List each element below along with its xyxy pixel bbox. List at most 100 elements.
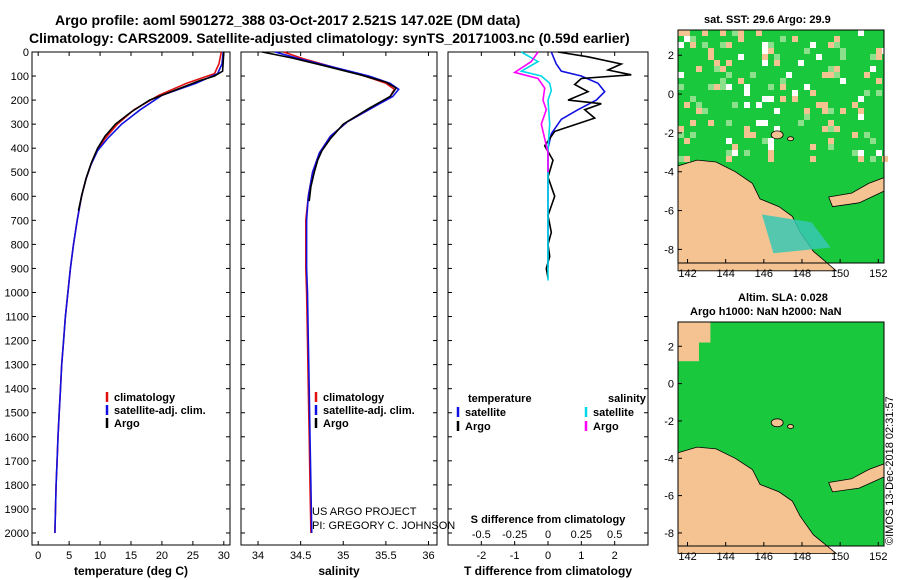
cloud-pixel: [684, 36, 690, 42]
cloud-pixel: [738, 78, 744, 84]
cloud-pixel: [834, 42, 840, 48]
map-x-tick-label: 148: [793, 551, 811, 563]
legend-item: satellite: [465, 407, 506, 419]
legend-header-temperature: temperature: [468, 393, 532, 405]
series-line-salinity-satellite: [519, 51, 553, 281]
top-tick-label: 0.25: [571, 529, 592, 541]
cloud-pixel: [804, 108, 810, 114]
x-tick-label: 5: [66, 550, 72, 562]
y-tick-label: 2000: [5, 528, 29, 540]
cloud-pixel: [864, 90, 870, 96]
cloud-pixel: [822, 108, 828, 114]
cloud-pixel: [690, 96, 696, 102]
y-tick-label: 1000: [5, 287, 29, 299]
cloud-pixel: [762, 138, 768, 144]
cloud-pixel: [858, 30, 864, 36]
cloud-pixel: [762, 42, 768, 48]
cloud-pixel: [870, 156, 876, 162]
cloud-pixel: [762, 60, 768, 66]
legend-item: Argo: [114, 418, 140, 430]
cloud-pixel: [876, 78, 882, 84]
cloud-pixel: [690, 120, 696, 126]
legend-item: Argo: [323, 418, 349, 430]
cloud-pixel: [828, 138, 834, 144]
cloud-pixel: [768, 42, 774, 48]
y-tick-label: 100: [11, 71, 29, 83]
cloud-pixel: [744, 132, 750, 138]
cloud-pixel: [696, 108, 702, 114]
cloud-pixel: [690, 132, 696, 138]
cloud-pixel: [870, 138, 876, 144]
cloud-pixel: [732, 30, 738, 36]
cloud-pixel: [768, 150, 774, 156]
sst-map: 142 144 146 148 150 152 2 0 -2 -4 -6 -8: [664, 29, 888, 280]
x-tick-label: 34.5: [290, 550, 311, 562]
cloud-pixel: [852, 102, 858, 108]
y-tick-label: 1100: [5, 312, 29, 324]
land-patch: [698, 322, 711, 343]
cloud-pixel: [792, 90, 798, 96]
cloud-pixel: [774, 54, 780, 60]
map-x-tick-label: 146: [755, 551, 773, 563]
map-frame: [677, 321, 885, 547]
y-tick-label: 1400: [5, 384, 29, 396]
y-tick-label: 1500: [5, 408, 29, 420]
legend-item: climatology: [323, 392, 385, 404]
cloud-pixel: [828, 144, 834, 150]
cloud-pixel: [762, 48, 768, 54]
cloud-pixel: [744, 90, 750, 96]
cloud-pixel: [708, 54, 714, 60]
cloud-pixel: [726, 84, 732, 90]
cloud-pixel: [834, 66, 840, 72]
y-tick-label: 0: [23, 47, 29, 59]
x-tick-label: 35: [337, 550, 349, 562]
y-tick-label: 700: [11, 215, 29, 227]
x-tick-label: 2: [612, 550, 618, 562]
cloud-pixel: [882, 48, 888, 54]
series-line-argo: [77, 51, 225, 211]
cloud-pixel: [744, 102, 750, 108]
y-tick-label: 800: [11, 239, 29, 251]
cloud-pixel: [702, 30, 708, 36]
cloud-pixel: [726, 156, 732, 162]
cloud-pixel: [720, 78, 726, 84]
cloud-pixel: [876, 54, 882, 60]
series-line-salinity-argo: [512, 51, 549, 173]
salinity-panel: 34 34.5 35 35.5 36 salinity climatologysatelli…: [240, 51, 438, 578]
cloud-pixel: [678, 132, 684, 138]
map-x-tick-label: 146: [755, 268, 773, 280]
cloud-pixel: [678, 156, 684, 162]
x-tick-label: 35.5: [375, 550, 396, 562]
x-tick-label: -2: [476, 550, 486, 562]
cloud-pixel: [816, 54, 822, 60]
top-tick-label: 0: [545, 529, 551, 541]
pi-label: PI: GREGORY C. JOHNSON: [312, 520, 456, 532]
land-patch: [678, 322, 699, 362]
cloud-pixel: [810, 90, 816, 96]
sla-title-line-2: Argo h1000: NaN h2000: NaN: [690, 306, 842, 318]
cloud-pixel: [786, 72, 792, 78]
map-y-tick-label: 2: [668, 50, 674, 62]
y-tick-label: 1900: [5, 504, 29, 516]
cloud-pixel: [810, 42, 816, 48]
cloud-pixel: [738, 36, 744, 42]
chart-title-line-2: Climatology: CARS2009. Satellite-adjuste…: [29, 30, 630, 46]
series-line-satellite-adj-clim-: [54, 51, 224, 534]
cloud-pixel: [840, 48, 846, 54]
cloud-pixel: [762, 120, 768, 126]
cloud-pixel: [774, 60, 780, 66]
cloud-pixel: [828, 66, 834, 72]
project-label: US ARGO PROJECT: [312, 506, 417, 518]
map-y-tick-label: -2: [664, 128, 674, 140]
cloud-pixel: [780, 78, 786, 84]
cloud-pixel: [780, 96, 786, 102]
map-y-tick-label: -2: [664, 416, 674, 428]
legend-item: climatology: [114, 392, 176, 404]
imos-timestamp: ©IMOS 13-Dec-2018 02:31:57: [884, 396, 896, 545]
x-tick-label: -1: [510, 550, 520, 562]
x-tick-label: 1: [578, 550, 584, 562]
cloud-pixel: [720, 30, 726, 36]
cloud-pixel: [834, 72, 840, 78]
cloud-pixel: [876, 90, 882, 96]
cloud-pixel: [858, 96, 864, 102]
